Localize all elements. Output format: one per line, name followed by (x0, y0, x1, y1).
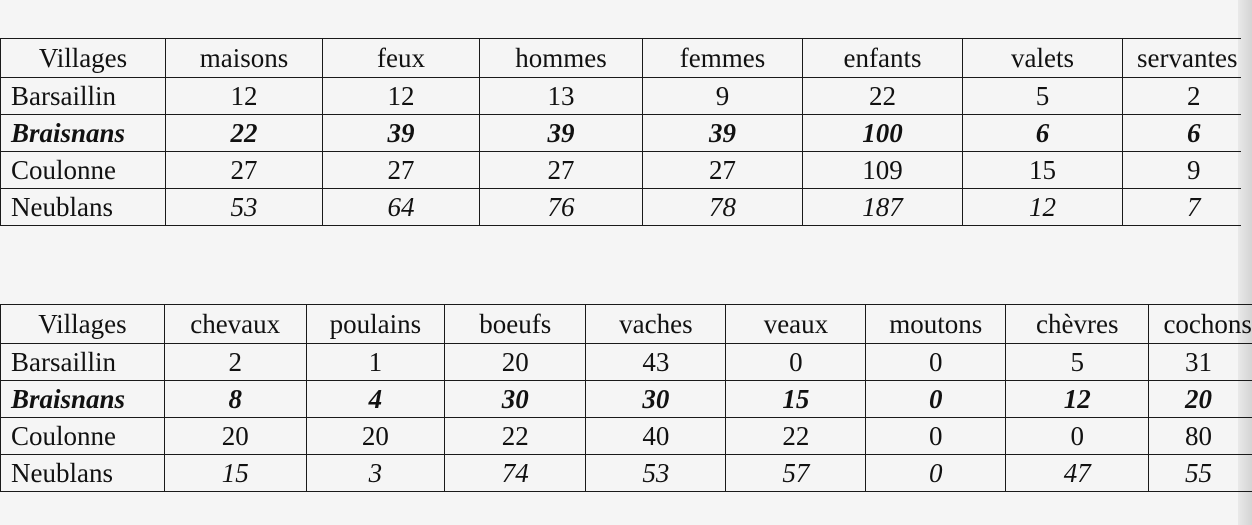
column-header: veaux (725, 304, 867, 344)
column-header: Villages (0, 304, 165, 344)
table-cell: 8 (163, 380, 307, 418)
table-row: Barsaillin 12 12 13 9 22 5 2 (0, 77, 1241, 115)
table-cell: 5 (962, 77, 1123, 115)
table-cell: 13 (479, 77, 643, 115)
table-cell: 39 (642, 114, 803, 152)
table-cell: 187 (802, 188, 963, 226)
table-cell: 80 (1148, 417, 1252, 455)
table-cell: 22 (165, 114, 323, 152)
table-cell: 4 (305, 380, 446, 418)
table-row: Neublans 53 64 76 78 187 12 7 (0, 188, 1241, 226)
table-cell: 43 (585, 343, 727, 381)
table-row: Neublans 15 3 74 53 57 0 47 55 (0, 454, 1252, 492)
column-header: valets (962, 38, 1123, 78)
table-cell: 2 (1122, 77, 1241, 115)
table-cell: 12 (165, 77, 323, 115)
table-cell: 30 (585, 380, 727, 418)
column-header: chevaux (163, 304, 307, 344)
column-header: maisons (165, 38, 323, 78)
table-cell: 27 (642, 151, 803, 189)
table-cell: 9 (642, 77, 803, 115)
table-cell: 76 (479, 188, 643, 226)
table-cell: 53 (165, 188, 323, 226)
table-cell: 0 (725, 343, 867, 381)
row-header: Coulonne (0, 151, 166, 189)
table-cell: 20 (163, 417, 307, 455)
table-cell: 6 (1122, 114, 1241, 152)
table-cell: 39 (479, 114, 643, 152)
table-cell: 31 (1148, 343, 1252, 381)
table-cell: 9 (1122, 151, 1241, 189)
table-row: Braisnans 22 39 39 39 100 6 6 (0, 114, 1241, 152)
table-cell: 3 (305, 454, 446, 492)
table-row: Braisnans 8 4 30 30 15 0 12 20 (0, 380, 1252, 418)
table-row: Coulonne 20 20 22 40 22 0 0 80 (0, 417, 1252, 455)
table-cell: 27 (165, 151, 323, 189)
table-cell: 0 (865, 417, 1007, 455)
row-header: Barsaillin (0, 343, 165, 381)
table-cell: 30 (444, 380, 587, 418)
table-cell: 0 (865, 380, 1007, 418)
table-row: Coulonne 27 27 27 27 109 15 9 (0, 151, 1241, 189)
column-header: servantes (1122, 38, 1241, 78)
table-cell: 74 (444, 454, 587, 492)
row-header: Barsaillin (0, 77, 166, 115)
row-header: Neublans (0, 454, 165, 492)
row-header: Neublans (0, 188, 166, 226)
table-cell: 22 (725, 417, 867, 455)
row-header: Coulonne (0, 417, 165, 455)
column-header: chèvres (1005, 304, 1150, 344)
table-cell: 20 (444, 343, 587, 381)
table-cell: 40 (585, 417, 727, 455)
table-cell: 20 (1148, 380, 1252, 418)
table-cell: 109 (802, 151, 963, 189)
table-cell: 0 (1005, 417, 1150, 455)
column-header: cochons (1148, 304, 1252, 344)
row-header: Braisnans (0, 114, 166, 152)
row-header: Braisnans (0, 380, 165, 418)
table-cell: 27 (322, 151, 480, 189)
table-cell: 47 (1005, 454, 1150, 492)
table-cell: 55 (1148, 454, 1252, 492)
table-cell: 20 (305, 417, 446, 455)
table-cell: 2 (163, 343, 307, 381)
column-header: boeufs (444, 304, 587, 344)
table-cell: 12 (322, 77, 480, 115)
column-header: poulains (305, 304, 446, 344)
table-cell: 27 (479, 151, 643, 189)
column-header: Villages (0, 38, 166, 78)
table-cell: 12 (1005, 380, 1150, 418)
column-header: femmes (642, 38, 803, 78)
column-header: vaches (585, 304, 727, 344)
table-cell: 78 (642, 188, 803, 226)
table-cell: 5 (1005, 343, 1150, 381)
column-header: enfants (802, 38, 963, 78)
table-header-row: Villages maisons feux hommes femmes enfa… (0, 38, 1241, 78)
table-cell: 0 (865, 454, 1007, 492)
table-cell: 15 (725, 380, 867, 418)
column-header: feux (322, 38, 480, 78)
column-header: hommes (479, 38, 643, 78)
table-cell: 1 (305, 343, 446, 381)
table-cell: 100 (802, 114, 963, 152)
table-cell: 39 (322, 114, 480, 152)
table-cell: 6 (962, 114, 1123, 152)
column-header: moutons (865, 304, 1007, 344)
table-cell: 53 (585, 454, 727, 492)
livestock-table: Villages chevaux poulains boeufs vaches … (0, 304, 1252, 492)
table-cell: 15 (163, 454, 307, 492)
table-row: Barsaillin 2 1 20 43 0 0 5 31 (0, 343, 1252, 381)
table-cell: 22 (444, 417, 587, 455)
table-cell: 15 (962, 151, 1123, 189)
table-cell: 64 (322, 188, 480, 226)
table-header-row: Villages chevaux poulains boeufs vaches … (0, 304, 1252, 344)
table-cell: 7 (1122, 188, 1241, 226)
table-cell: 12 (962, 188, 1123, 226)
table-cell: 22 (802, 77, 963, 115)
population-table: Villages maisons feux hommes femmes enfa… (0, 38, 1241, 226)
table-cell: 57 (725, 454, 867, 492)
table-cell: 0 (865, 343, 1007, 381)
